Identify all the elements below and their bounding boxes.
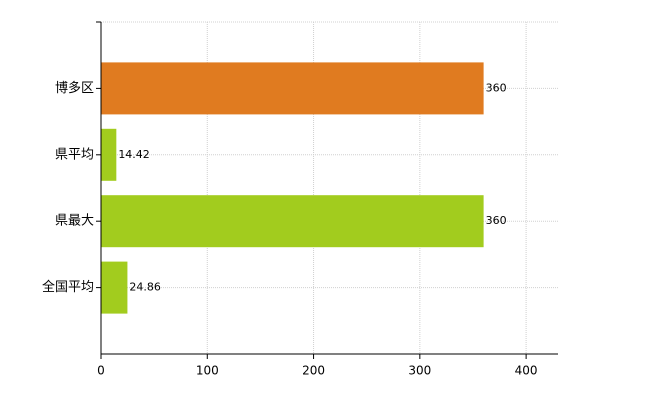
x-tick-label: 100	[196, 364, 219, 378]
bar	[101, 62, 484, 115]
x-tick-label: 200	[302, 364, 325, 378]
y-tick-label: 県平均	[55, 147, 94, 162]
bar	[101, 128, 117, 181]
x-tick-label: 300	[408, 364, 431, 378]
value-label: 360	[486, 81, 507, 94]
x-tick-label: 0	[97, 364, 105, 378]
x-tick-label: 400	[515, 364, 538, 378]
bar	[101, 195, 484, 248]
value-label: 14.42	[118, 148, 150, 161]
bar	[101, 261, 128, 314]
value-label: 360	[486, 214, 507, 227]
y-tick-label: 県最大	[55, 214, 94, 229]
y-tick-label: 全国平均	[42, 279, 94, 295]
value-label: 24.86	[129, 281, 161, 294]
y-tick-label: 博多区	[55, 80, 94, 96]
